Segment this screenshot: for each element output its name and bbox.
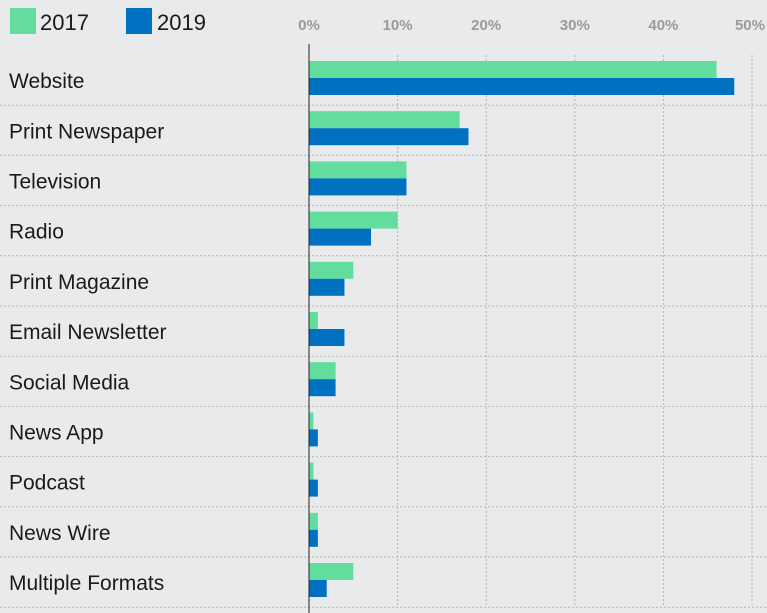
legend-swatch-2017	[10, 8, 36, 34]
category-label: Podcast	[9, 472, 85, 495]
category-label: Social Media	[9, 371, 130, 394]
bar-2019	[309, 128, 469, 146]
bars	[309, 61, 735, 597]
category-label: Multiple Formats	[9, 572, 164, 595]
x-tick-label: 20%	[471, 17, 501, 34]
category-label: Radio	[9, 221, 64, 244]
x-tick-label: 30%	[560, 17, 590, 34]
category-label: Website	[9, 70, 84, 93]
legend: 2017 2019	[10, 8, 206, 35]
x-tick-label: 10%	[383, 17, 413, 34]
bar-2019	[309, 479, 318, 497]
x-tick-label: 40%	[648, 17, 678, 34]
bar-2019	[309, 580, 327, 597]
bar-2017	[309, 312, 318, 329]
bar-2019	[309, 429, 318, 447]
bar-2017	[309, 61, 717, 78]
bar-2017	[309, 563, 354, 580]
x-tick-label: 50%	[735, 17, 765, 34]
category-label: News App	[9, 422, 104, 445]
legend-swatch-2019	[126, 8, 152, 34]
bar-2019	[309, 178, 407, 196]
category-label: Print Newspaper	[9, 120, 164, 143]
x-axis: 0% 10% 20% 30% 40% 50%	[298, 17, 765, 34]
legend-label-2017: 2017	[40, 10, 89, 35]
bar-2017	[309, 462, 314, 480]
bar-2017	[309, 412, 314, 430]
x-tick-label: 0%	[298, 17, 320, 34]
bar-2017	[309, 111, 460, 129]
bar-2017	[309, 161, 407, 179]
bar-2019	[309, 529, 318, 547]
category-label: Email Newsletter	[9, 321, 167, 344]
bar-2017	[309, 362, 336, 380]
category-label: News Wire	[9, 522, 111, 545]
bar-2017	[309, 261, 354, 279]
bar-2019	[309, 379, 336, 397]
legend-label-2019: 2019	[157, 10, 206, 35]
bar-2019	[309, 78, 735, 95]
category-label: Television	[9, 171, 101, 194]
category-labels: Website Print Newspaper Television Radio Pri…	[9, 70, 167, 595]
bar-2017	[309, 512, 318, 530]
grid	[0, 55, 767, 608]
bar-2017	[309, 211, 398, 229]
bar-2019	[309, 278, 345, 296]
bar-2019	[309, 228, 372, 246]
category-label: Print Magazine	[9, 271, 149, 294]
bar-2019	[309, 329, 345, 346]
